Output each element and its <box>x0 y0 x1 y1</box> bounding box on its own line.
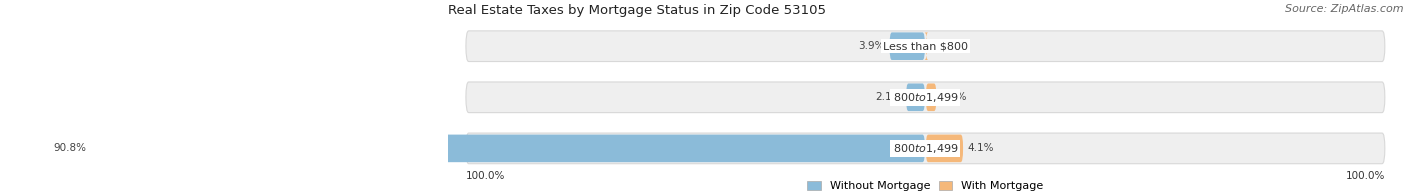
Text: Less than $800: Less than $800 <box>883 41 967 51</box>
Text: 100.0%: 100.0% <box>1346 172 1385 181</box>
Text: $800 to $1,499: $800 to $1,499 <box>893 91 957 104</box>
Text: $800 to $1,499: $800 to $1,499 <box>893 142 957 155</box>
FancyBboxPatch shape <box>925 32 928 60</box>
Text: 2.1%: 2.1% <box>875 92 901 102</box>
FancyBboxPatch shape <box>91 135 925 162</box>
FancyBboxPatch shape <box>465 82 1385 113</box>
FancyBboxPatch shape <box>925 135 963 162</box>
Text: Real Estate Taxes by Mortgage Status in Zip Code 53105: Real Estate Taxes by Mortgage Status in … <box>447 4 825 17</box>
FancyBboxPatch shape <box>925 83 936 111</box>
FancyBboxPatch shape <box>905 83 925 111</box>
FancyBboxPatch shape <box>465 133 1385 164</box>
FancyBboxPatch shape <box>465 31 1385 62</box>
Text: 1.2%: 1.2% <box>941 92 967 102</box>
Text: 0.16%: 0.16% <box>931 41 965 51</box>
Text: 90.8%: 90.8% <box>53 143 86 153</box>
Text: 4.1%: 4.1% <box>967 143 994 153</box>
Text: 100.0%: 100.0% <box>465 172 505 181</box>
FancyBboxPatch shape <box>890 32 925 60</box>
Text: 3.9%: 3.9% <box>859 41 884 51</box>
Text: Source: ZipAtlas.com: Source: ZipAtlas.com <box>1285 4 1403 14</box>
Legend: Without Mortgage, With Mortgage: Without Mortgage, With Mortgage <box>803 177 1047 196</box>
